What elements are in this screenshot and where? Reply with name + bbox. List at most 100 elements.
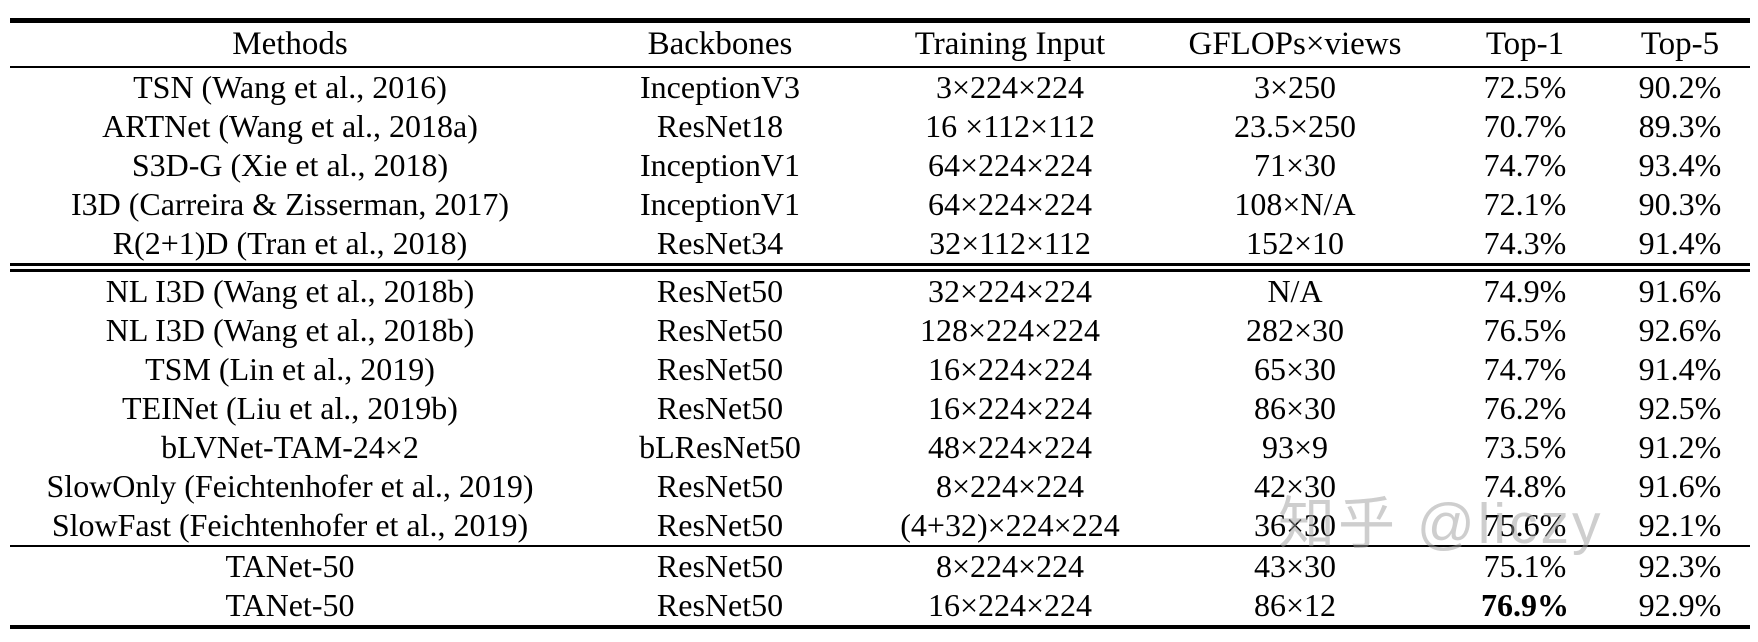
table-row: TANet-50 ResNet50 8×224×224 43×30 75.1% … [10, 546, 1750, 586]
top5-cell: 91.2% [1638, 429, 1722, 465]
method-cell: TANet-50 [225, 587, 355, 623]
header-row: Methods Backbones Training Input GFLOPs×… [10, 20, 1750, 68]
gflops-cell: 42×30 [1253, 468, 1337, 504]
table-row: TSM (Lin et al., 2019) ResNet50 16×224×2… [10, 350, 1750, 389]
table-row: NL I3D (Wang et al., 2018b) ResNet50 128… [10, 311, 1750, 350]
backbone-cell: ResNet50 [656, 468, 784, 504]
column-header-training-input: Training Input [870, 20, 1150, 68]
table-row: ARTNet (Wang et al., 2018a) ResNet18 16 … [10, 107, 1750, 146]
top5-cell: 92.1% [1638, 507, 1722, 543]
top1-cell: 76.5% [1483, 312, 1567, 348]
gflops-cell: 282×30 [1245, 312, 1345, 348]
backbone-cell: InceptionV1 [640, 147, 800, 183]
group-prior-methods: TSN (Wang et al., 2016) InceptionV3 3×22… [10, 67, 1750, 268]
table-row: bLVNet-TAM-24×2 bLResNet50 48×224×224 93… [10, 428, 1750, 467]
column-header-top5: Top-5 [1610, 20, 1750, 68]
method-cell: bLVNet-TAM-24×2 [161, 429, 419, 465]
backbone-cell: ResNet50 [656, 587, 784, 623]
training-input-cell: 32×224×224 [927, 273, 1093, 309]
training-input-cell: 32×112×112 [929, 225, 1091, 261]
gflops-cell: 36×30 [1253, 507, 1337, 543]
top1-cell: 70.7% [1483, 108, 1567, 144]
gflops-cell: 23.5×250 [1233, 108, 1357, 144]
gflops-cell: 43×30 [1253, 548, 1337, 584]
table-row: SlowFast (Feichtenhofer et al., 2019) Re… [10, 506, 1750, 546]
top1-cell: 75.6% [1483, 507, 1567, 543]
training-input-cell: 8×224×224 [935, 468, 1085, 504]
method-cell: R(2+1)D (Tran et al., 2018) [112, 225, 468, 261]
training-input-cell: 16×224×224 [927, 587, 1093, 623]
top1-cell-best: 76.9% [1481, 587, 1569, 623]
method-cell: ARTNet (Wang et al., 2018a) [102, 108, 478, 144]
backbone-cell: InceptionV1 [640, 186, 800, 222]
gflops-cell: 86×12 [1253, 587, 1337, 623]
top1-cell: 74.3% [1483, 225, 1567, 261]
method-cell: I3D (Carreira & Zisserman, 2017) [70, 186, 510, 222]
top5-cell: 92.9% [1638, 587, 1722, 623]
column-header-backbones: Backbones [570, 20, 870, 68]
training-input-cell: 8×224×224 [935, 548, 1085, 584]
method-cell: NL I3D (Wang et al., 2018b) [105, 312, 475, 348]
group-resnet50-methods: NL I3D (Wang et al., 2018b) ResNet50 32×… [10, 267, 1750, 547]
method-cell: TSN (Wang et al., 2016) [133, 69, 447, 105]
backbone-cell: ResNet50 [656, 390, 784, 426]
top1-cell: 76.2% [1483, 390, 1567, 426]
gflops-cell: 65×30 [1253, 351, 1337, 387]
backbone-cell: ResNet50 [656, 273, 784, 309]
top5-cell: 92.6% [1638, 312, 1722, 348]
gflops-cell: 3×250 [1253, 69, 1337, 105]
top1-cell: 74.9% [1483, 273, 1567, 309]
backbone-cell: ResNet50 [656, 312, 784, 348]
top1-cell: 74.8% [1483, 468, 1567, 504]
gflops-cell: 108×N/A [1234, 186, 1356, 222]
top5-cell: 91.4% [1638, 351, 1722, 387]
table-row: TANet-50 ResNet50 16×224×224 86×12 76.9%… [10, 586, 1750, 627]
table-row: I3D (Carreira & Zisserman, 2017) Incepti… [10, 185, 1750, 224]
top1-cell: 74.7% [1483, 147, 1567, 183]
top1-cell: 75.1% [1483, 548, 1567, 584]
training-input-cell: 128×224×224 [919, 312, 1101, 348]
training-input-cell: 48×224×224 [927, 429, 1093, 465]
top5-cell: 92.3% [1638, 548, 1722, 584]
method-cell: TSM (Lin et al., 2019) [145, 351, 435, 387]
training-input-cell: 16×224×224 [927, 351, 1093, 387]
top1-cell: 74.7% [1483, 351, 1567, 387]
backbone-cell: InceptionV3 [640, 69, 800, 105]
column-header-top1: Top-1 [1440, 20, 1610, 68]
backbone-cell: ResNet50 [656, 548, 784, 584]
training-input-cell: (4+32)×224×224 [900, 507, 1120, 543]
column-header-methods: Methods [10, 20, 570, 68]
top5-cell: 91.6% [1638, 468, 1722, 504]
table-row: SlowOnly (Feichtenhofer et al., 2019) Re… [10, 467, 1750, 506]
backbone-cell: ResNet50 [656, 351, 784, 387]
table-row: TEINet (Liu et al., 2019b) ResNet50 16×2… [10, 389, 1750, 428]
gflops-cell: 93×9 [1261, 429, 1329, 465]
training-input-cell: 16 ×112×112 [925, 108, 1095, 144]
group-tanet-ours: TANet-50 ResNet50 8×224×224 43×30 75.1% … [10, 546, 1750, 627]
results-table: Methods Backbones Training Input GFLOPs×… [10, 18, 1750, 629]
method-cell: TANet-50 [225, 548, 355, 584]
gflops-cell: N/A [1267, 273, 1323, 309]
training-input-cell: 16×224×224 [927, 390, 1093, 426]
backbone-cell: ResNet18 [656, 108, 784, 144]
top5-cell: 89.3% [1638, 108, 1722, 144]
method-cell: SlowOnly (Feichtenhofer et al., 2019) [46, 468, 534, 504]
training-input-cell: 64×224×224 [927, 147, 1093, 183]
backbone-cell: bLResNet50 [639, 429, 801, 465]
method-cell: S3D-G (Xie et al., 2018) [131, 147, 449, 183]
top5-cell: 90.2% [1638, 69, 1722, 105]
top5-cell: 91.6% [1638, 273, 1722, 309]
backbone-cell: ResNet34 [656, 225, 784, 261]
top5-cell: 91.4% [1638, 225, 1722, 261]
method-cell: SlowFast (Feichtenhofer et al., 2019) [51, 507, 529, 543]
top5-cell: 93.4% [1638, 147, 1722, 183]
table-row: TSN (Wang et al., 2016) InceptionV3 3×22… [10, 67, 1750, 107]
table-row: R(2+1)D (Tran et al., 2018) ResNet34 32×… [10, 224, 1750, 268]
table-row: S3D-G (Xie et al., 2018) InceptionV1 64×… [10, 146, 1750, 185]
top1-cell: 73.5% [1483, 429, 1567, 465]
backbone-cell: ResNet50 [656, 507, 784, 543]
top5-cell: 90.3% [1638, 186, 1722, 222]
top1-cell: 72.5% [1483, 69, 1567, 105]
method-cell: NL I3D (Wang et al., 2018b) [105, 273, 475, 309]
